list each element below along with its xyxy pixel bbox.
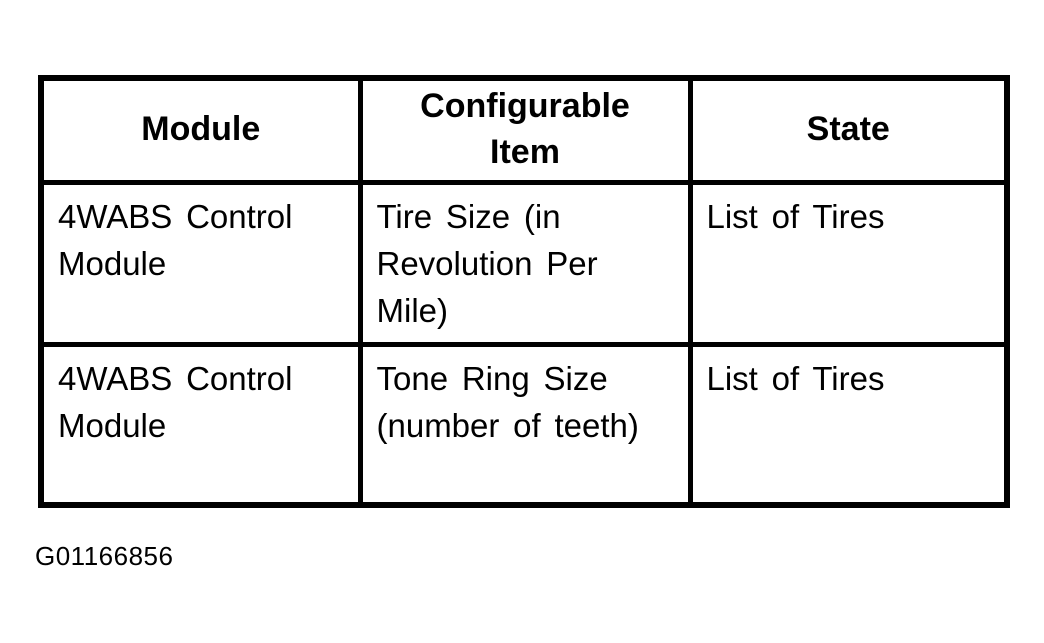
table-header-row: Module Configurable Item State	[38, 75, 1010, 185]
cell-module: 4WABS Control Module	[38, 341, 363, 508]
cell-module: 4WABS Control Module	[38, 179, 363, 347]
cell-state: List of Tires	[687, 179, 1010, 347]
figure-id-label: G01166856	[35, 541, 174, 571]
column-header-state: State	[687, 75, 1010, 185]
module-configuration-table: Module Configurable Item State 4WABS Con…	[38, 75, 1010, 508]
column-header-configurable-item: Configurable Item	[357, 75, 693, 185]
cell-state: List of Tires	[687, 341, 1010, 508]
cell-configurable-item: Tire Size (in Revolution Per Mile)	[357, 179, 693, 347]
table-row: 4WABS Control Module Tire Size (in Revol…	[38, 179, 1010, 347]
table-row: 4WABS Control Module Tone Ring Size (num…	[38, 341, 1010, 508]
column-header-module: Module	[38, 75, 363, 185]
cell-configurable-item: Tone Ring Size (number of teeth)	[357, 341, 693, 508]
